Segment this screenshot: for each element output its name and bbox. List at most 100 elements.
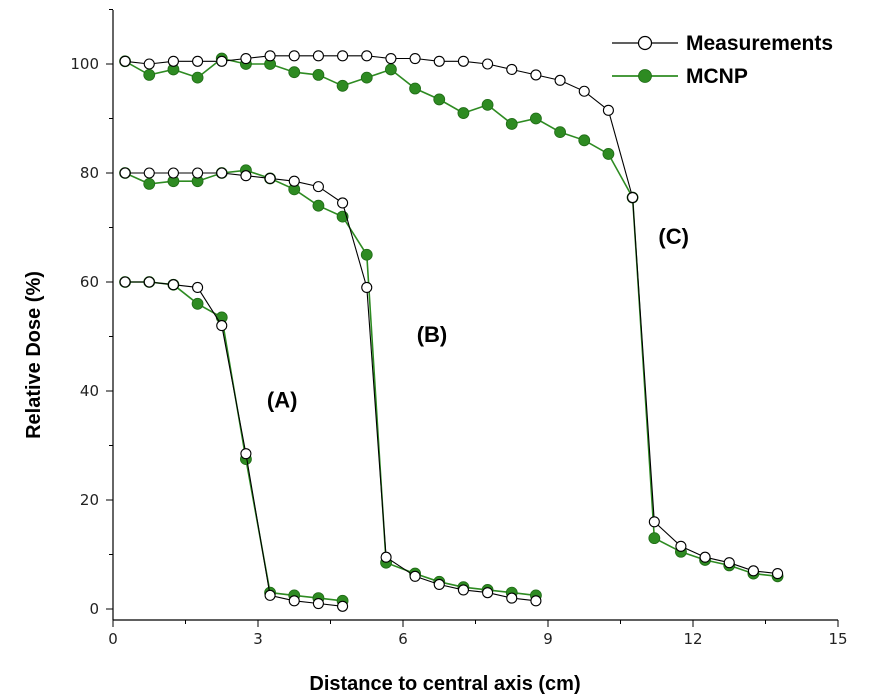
- measurements-point: [554, 74, 566, 86]
- mcnp-point: [602, 148, 615, 160]
- measurements-point: [240, 170, 252, 182]
- mcnp-point: [433, 93, 446, 106]
- measurements-point: [143, 167, 155, 179]
- measurements-point: [216, 320, 228, 332]
- y-tick-label: 20: [80, 491, 99, 509]
- measurements-point: [264, 172, 276, 184]
- x-tick-label: 0: [108, 630, 118, 648]
- legend-label: Measurements: [686, 32, 833, 55]
- measurements-point: [143, 276, 155, 288]
- mcnp-point: [191, 71, 204, 84]
- legend-marker: [637, 35, 653, 51]
- legend-item-mcnp: MCNP: [612, 65, 748, 88]
- measurements-point: [648, 516, 660, 528]
- measurements-point: [192, 55, 204, 67]
- mcnp-point: [554, 126, 566, 139]
- mcnp-line: [124, 57, 778, 578]
- mcnp-point: [143, 177, 156, 190]
- curve-a: [119, 276, 349, 612]
- measurements-point: [312, 50, 324, 62]
- measurements-point: [361, 281, 373, 294]
- measurements-point: [119, 276, 131, 288]
- mcnp-line: [124, 169, 536, 597]
- x-tick-label: 9: [543, 630, 553, 648]
- measurements-point: [288, 175, 300, 187]
- measurements-point: [192, 167, 204, 179]
- measurements-point: [337, 197, 349, 209]
- y-tick-label: 80: [80, 164, 99, 182]
- measurements-point: [723, 557, 735, 569]
- x-tick-label: 3: [253, 630, 263, 648]
- mcnp-point: [481, 98, 494, 111]
- measurements-point: [578, 85, 590, 97]
- measurements-point: [288, 50, 300, 62]
- mcnp-point: [409, 82, 421, 95]
- measurements-point: [385, 52, 397, 65]
- measurements-point: [433, 578, 445, 591]
- measurements-point: [312, 597, 324, 610]
- annotation-label-c: (C): [658, 224, 689, 249]
- y-tick-label: 60: [80, 273, 99, 291]
- measurements-point: [216, 55, 228, 67]
- mcnp-point: [648, 532, 661, 545]
- mcnp-point: [505, 118, 518, 130]
- mcnp-point: [312, 199, 325, 212]
- x-tick-label: 15: [828, 630, 847, 648]
- mcnp-point: [457, 107, 470, 119]
- measurements-point: [506, 63, 518, 75]
- mcnp-point: [578, 134, 591, 147]
- measurements-point: [506, 592, 518, 604]
- y-axis-title: Relative Dose (%): [23, 271, 45, 439]
- measurements-point: [240, 448, 252, 460]
- measurements-point: [119, 167, 131, 179]
- measurements-point: [216, 167, 228, 179]
- measurements-point: [337, 600, 349, 612]
- mcnp-point: [385, 63, 397, 76]
- measurements-point: [264, 589, 276, 601]
- mcnp-point: [191, 297, 204, 310]
- measurements-point: [530, 69, 542, 81]
- series-group: [119, 50, 784, 612]
- measurements-point: [457, 55, 469, 67]
- measurements-point: [772, 568, 784, 580]
- measurements-point: [530, 595, 542, 607]
- annotation-label-b: (B): [417, 322, 448, 347]
- curve-c: [119, 50, 784, 583]
- measurements-point: [119, 55, 131, 67]
- measurements-point: [380, 551, 392, 563]
- measurements-point: [457, 584, 469, 596]
- measurements-point: [167, 167, 179, 179]
- measurements-point: [699, 551, 711, 563]
- measurements-point: [240, 52, 252, 65]
- mcnp-point: [360, 248, 373, 261]
- measurements-point: [482, 58, 494, 70]
- measurements-line: [125, 281, 343, 607]
- measurements-point: [602, 104, 614, 116]
- y-tick-label: 40: [80, 382, 99, 400]
- measurements-point: [747, 565, 759, 577]
- measurements-point: [361, 50, 373, 62]
- annotation-group: (A) (B) (C): [267, 224, 689, 413]
- mcnp-point: [530, 112, 542, 125]
- mcnp-line: [125, 281, 343, 602]
- measurements-point: [143, 58, 155, 70]
- mcnp-point: [288, 66, 301, 79]
- measurements-point: [409, 52, 421, 65]
- measurements-line: [125, 172, 536, 602]
- x-tick-label: 6: [398, 630, 408, 648]
- measurements-point: [288, 595, 300, 607]
- x-tick-label: 12: [683, 630, 702, 648]
- annotation-label-a: (A): [267, 387, 298, 412]
- measurements-point: [264, 50, 276, 62]
- mcnp-point: [360, 71, 373, 84]
- measurements-point: [482, 587, 494, 599]
- measurements-point: [409, 570, 421, 582]
- legend-label: MCNP: [686, 65, 748, 88]
- measurements-line: [125, 55, 778, 575]
- measurements-point: [312, 181, 324, 193]
- legend-marker: [638, 69, 652, 83]
- mcnp-point: [336, 79, 349, 92]
- y-tick-label: 100: [70, 55, 99, 73]
- tick-group: 0 3 6 9 12 15 0 20 40 60 80 100: [70, 9, 848, 648]
- curve-b: [119, 164, 542, 607]
